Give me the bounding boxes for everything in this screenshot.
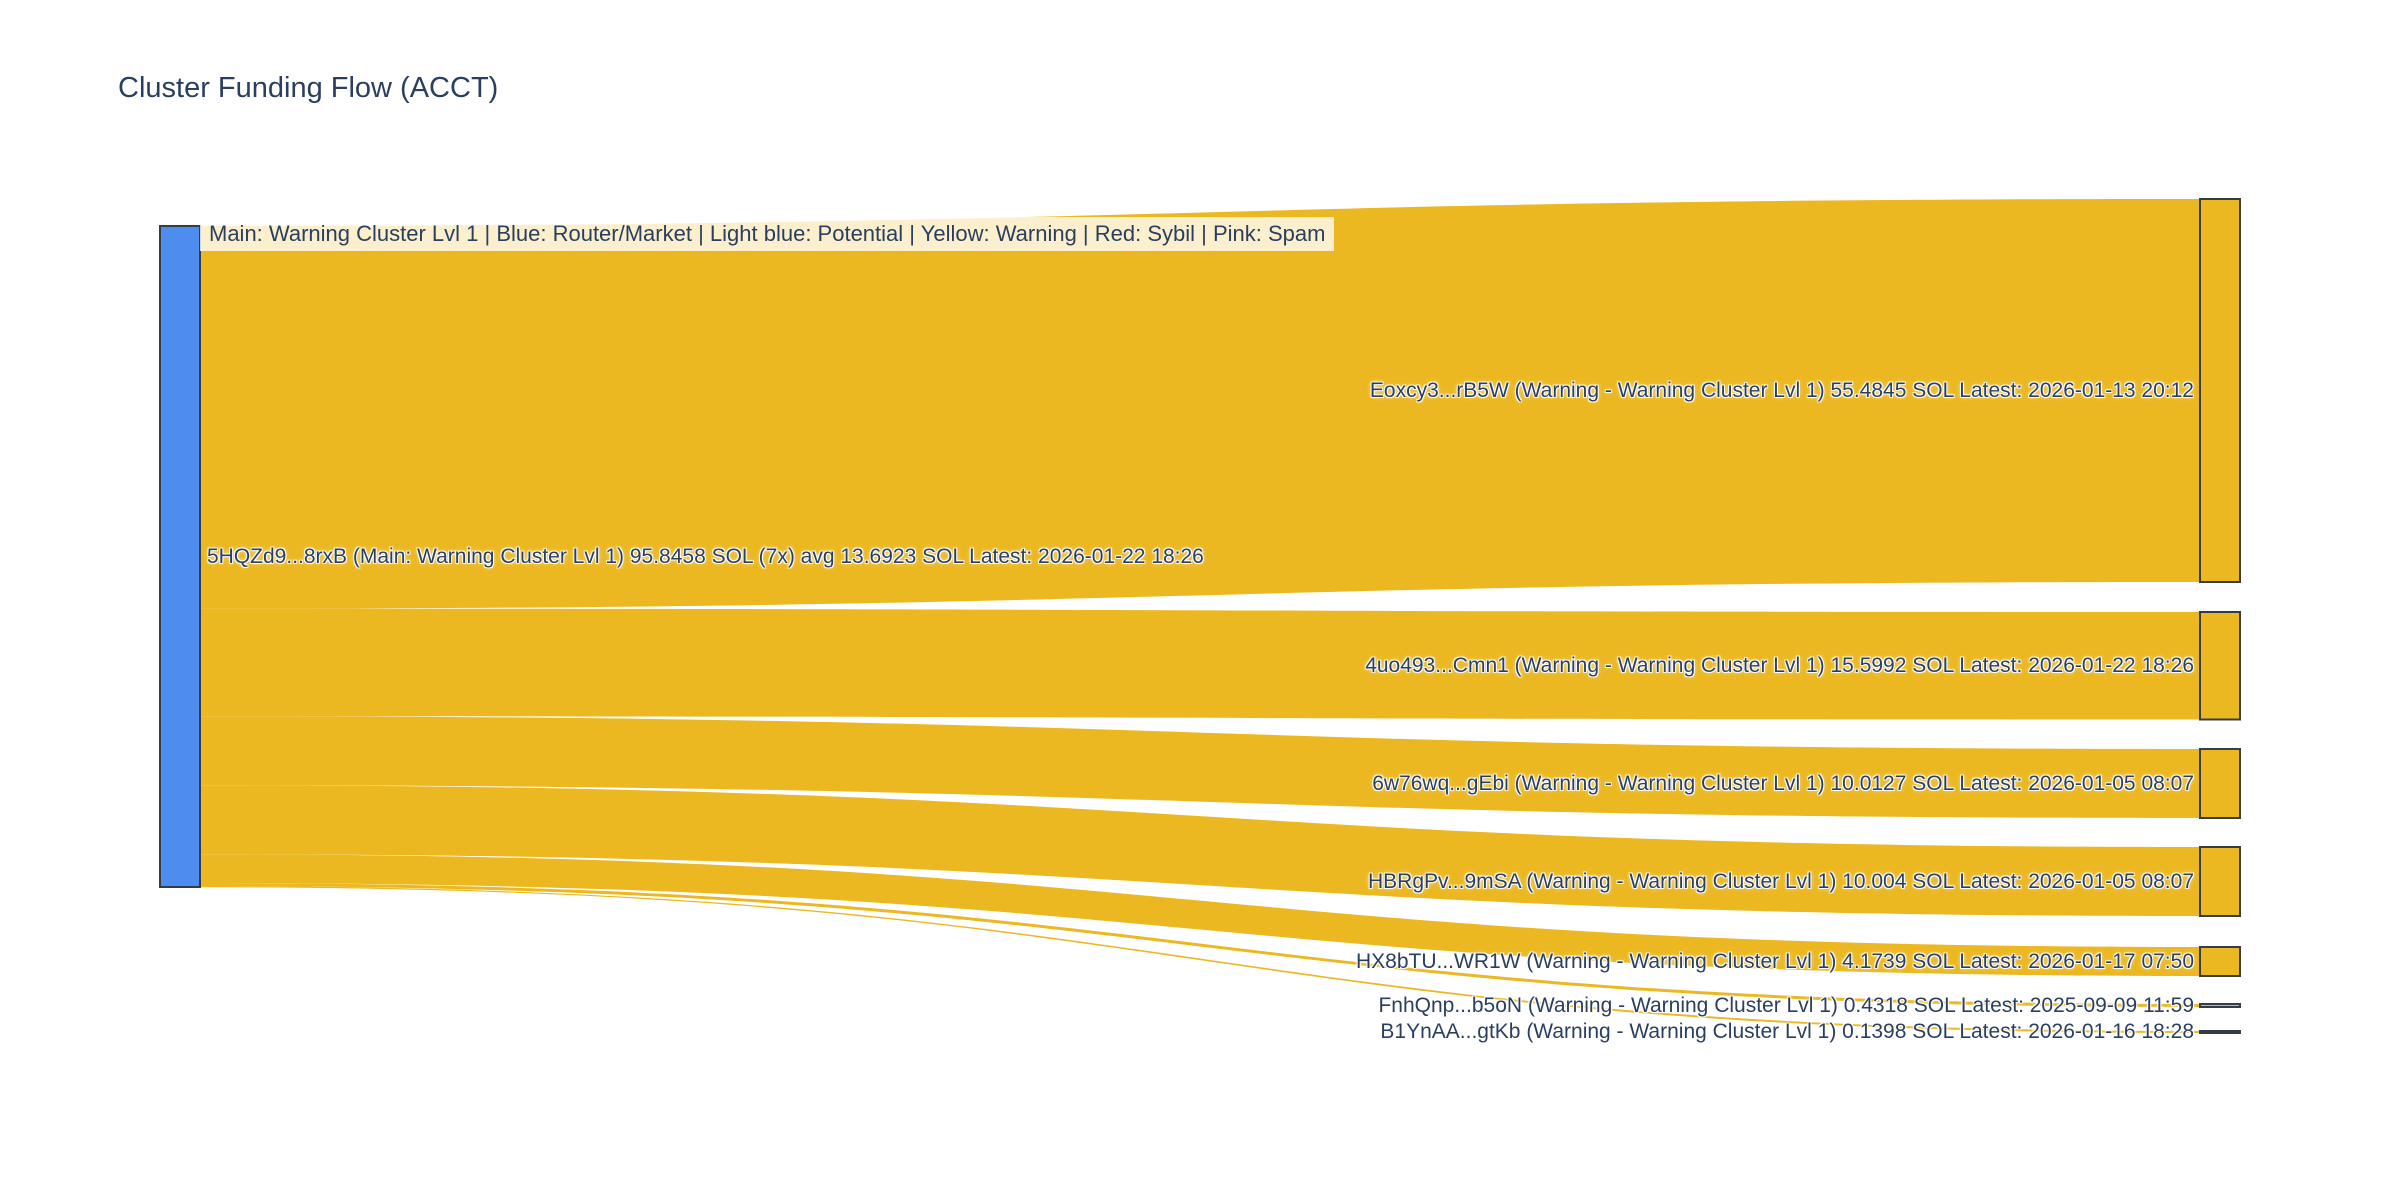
target-node-label: 4uo493...Cmn1 (Warning - Warning Cluster… <box>1365 653 2194 677</box>
sankey-link-FnhQnp...b5oN[interactable] <box>200 883 2200 1007</box>
sankey-link-HX8bTU...WR1W[interactable] <box>200 854 2200 976</box>
sankey-node-source[interactable] <box>159 225 201 888</box>
sankey-link-HBRgPv...9mSA[interactable] <box>200 785 2200 916</box>
sankey-node-4uo493...Cmn1[interactable] <box>2199 611 2241 721</box>
sankey-link-Eoxcy3...rB5W[interactable] <box>200 199 2200 609</box>
legend-annotation: Main: Warning Cluster Lvl 1 | Blue: Rout… <box>200 217 1335 251</box>
target-node-label: B1YnAA...gtKb (Warning - Warning Cluster… <box>1380 1020 2194 1043</box>
sankey-link-6w76wq...gEbi[interactable] <box>200 716 2200 818</box>
source-node-label: 5HQZd9...8rxB (Main: Warning Cluster Lvl… <box>207 544 1204 568</box>
sankey-node-HBRgPv...9mSA[interactable] <box>2199 846 2241 917</box>
target-node-label: Eoxcy3...rB5W (Warning - Warning Cluster… <box>1369 378 2194 402</box>
target-node-label: HX8bTU...WR1W (Warning - Warning Cluster… <box>1355 949 2194 973</box>
chart-title: Cluster Funding Flow (ACCT) <box>118 72 499 104</box>
sankey-link-4uo493...Cmn1[interactable] <box>200 608 2200 720</box>
sankey-node-HX8bTU...WR1W[interactable] <box>2199 946 2241 977</box>
sankey-link-B1YnAA...gtKb[interactable] <box>200 886 2200 1033</box>
target-node-label: 6w76wq...gEbi (Warning - Warning Cluster… <box>1372 771 2194 795</box>
sankey-node-6w76wq...gEbi[interactable] <box>2199 748 2241 819</box>
sankey-node-Eoxcy3...rB5W[interactable] <box>2199 198 2241 583</box>
sankey-node-FnhQnp...b5oN[interactable] <box>2199 1003 2241 1008</box>
target-node-label: FnhQnp...b5oN (Warning - Warning Cluster… <box>1378 993 2194 1017</box>
sankey-node-B1YnAA...gtKb[interactable] <box>2199 1030 2241 1034</box>
target-node-label: HBRgPv...9mSA (Warning - Warning Cluster… <box>1367 869 2194 893</box>
